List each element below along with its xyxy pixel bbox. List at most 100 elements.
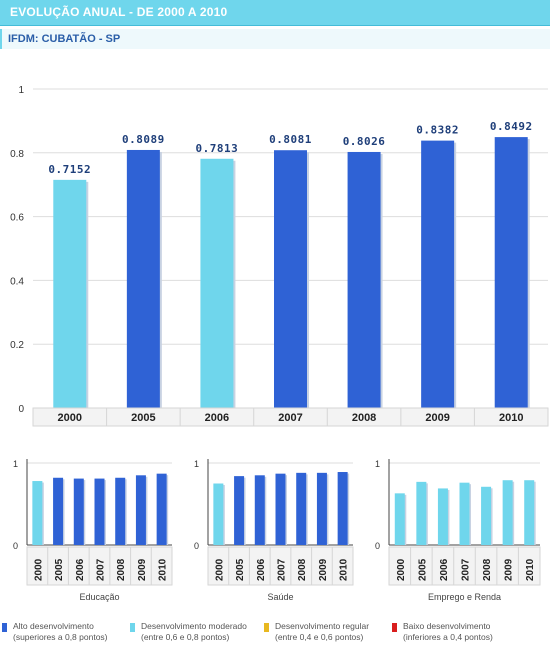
bar [337,472,348,545]
municipality-title: IFDM: CUBATÃO - SP [8,33,121,45]
bar [524,480,535,545]
bar [32,481,43,545]
bar [234,476,245,545]
bar [494,137,528,408]
data-label: 0.8089 [122,133,165,146]
legend-line1: Baixo desenvolvimento [403,621,491,631]
x-tick-label: 2006 [75,558,86,581]
legend-line1: Alto desenvolvimento [13,621,94,631]
bar [481,486,492,545]
x-axis-band [388,546,541,586]
x-tick-label: 2010 [525,558,536,581]
legend: Alto desenvolvimento (superiores a 0,8 po… [2,621,550,647]
y-tick-label: 0.6 [10,213,24,224]
subtitle-bar: IFDM: CUBATÃO - SP [0,29,550,49]
title-bar: EVOLUÇÃO ANUAL - DE 2000 A 2010 [0,0,550,26]
legend-swatch-moderate [130,623,135,632]
bar [254,475,265,545]
y-tick-label: 0 [18,404,24,415]
data-label: 0.7152 [48,163,91,176]
x-axis-band [207,546,354,586]
x-axis-band [26,546,173,586]
y-tick-label: 0 [13,541,18,551]
panel-title: Emprego e Renda [428,592,501,602]
bar [94,478,105,545]
y-tick-label: 0.4 [10,276,24,287]
data-label: 0.8026 [343,135,386,148]
bar [156,473,167,545]
data-label: 0.8081 [269,133,312,146]
page-title: EVOLUÇÃO ANUAL - DE 2000 A 2010 [10,5,228,19]
x-tick-label: 2009 [504,558,515,581]
data-label: 0.8492 [490,120,533,133]
x-tick-label: 2008 [116,558,127,581]
y-tick-label: 0 [375,541,380,551]
x-axis-band [32,407,549,427]
bar [296,472,307,545]
panel-title: Saúde [267,592,293,602]
bar [275,473,286,545]
x-tick-label: 2009 [137,558,148,581]
x-tick-label: 2006 [439,558,450,581]
y-tick-label: 1 [375,459,380,469]
bar [394,493,405,545]
x-tick-label: 2000 [33,558,44,581]
x-tick-label: 2007 [461,558,472,581]
x-tick-label: 2005 [417,558,428,581]
bar [416,481,427,545]
bar [135,475,146,545]
bar [502,480,513,545]
data-label: 0.7813 [196,142,239,155]
x-tick-label: 2007 [96,558,107,581]
x-tick-label: 2000 [396,558,407,581]
x-tick-label: 2007 [277,558,288,581]
x-tick-label: 2000 [214,558,225,581]
bar [213,483,224,545]
legend-swatch-regular [264,623,269,632]
data-label: 0.8382 [416,124,459,137]
y-tick-label: 1 [194,459,199,469]
x-tick-label: 2006 [205,412,229,424]
bar [200,158,234,408]
x-tick-label: 2005 [131,412,155,424]
bar [347,151,381,409]
bar [316,472,327,545]
bar [53,179,87,408]
bar [126,149,160,408]
y-tick-label: 0.8 [10,149,24,160]
legend-line1: Desenvolvimento regular [275,621,370,631]
y-tick-label: 0 [194,541,199,551]
x-tick-label: 2010 [158,558,169,581]
x-tick-label: 2010 [339,558,350,581]
bar [437,488,448,545]
bar [73,478,84,545]
legend-line2: (superiores a 0,8 pontos) [13,632,108,642]
panel-title: Educação [79,592,119,602]
bar [274,150,307,408]
x-tick-label: 2005 [54,558,65,581]
charts-canvas: 0 0.2 0.4 0.6 0.8 1 0.7152 0.8089 0.7813 0.8081 0.… [10,85,549,602]
legend-swatch-low [392,623,397,632]
x-tick-label: 2009 [425,412,449,424]
x-tick-label: 2008 [482,558,493,581]
bar [421,140,455,408]
x-tick-label: 2007 [278,412,302,424]
legend-line2: (entre 0,6 e 0,8 pontos) [141,632,230,642]
legend-line2: (inferiores a 0,4 pontos) [403,632,493,642]
legend-line2: (entre 0,4 e 0,6 pontos) [275,632,364,642]
x-tick-label: 2005 [235,558,246,581]
bar [459,482,470,545]
y-tick-label: 0.2 [10,340,24,351]
bar [115,477,126,545]
x-tick-label: 2008 [297,558,308,581]
x-tick-label: 2000 [58,412,82,424]
y-tick-label: 1 [18,85,24,96]
y-tick-label: 1 [13,459,18,469]
x-tick-label: 2010 [499,412,523,424]
x-tick-label: 2008 [352,412,376,424]
legend-swatch-high [2,623,7,632]
x-tick-label: 2009 [318,558,329,581]
bar [53,477,64,545]
x-tick-label: 2006 [256,558,267,581]
legend-line1: Desenvolvimento moderado [141,621,247,631]
